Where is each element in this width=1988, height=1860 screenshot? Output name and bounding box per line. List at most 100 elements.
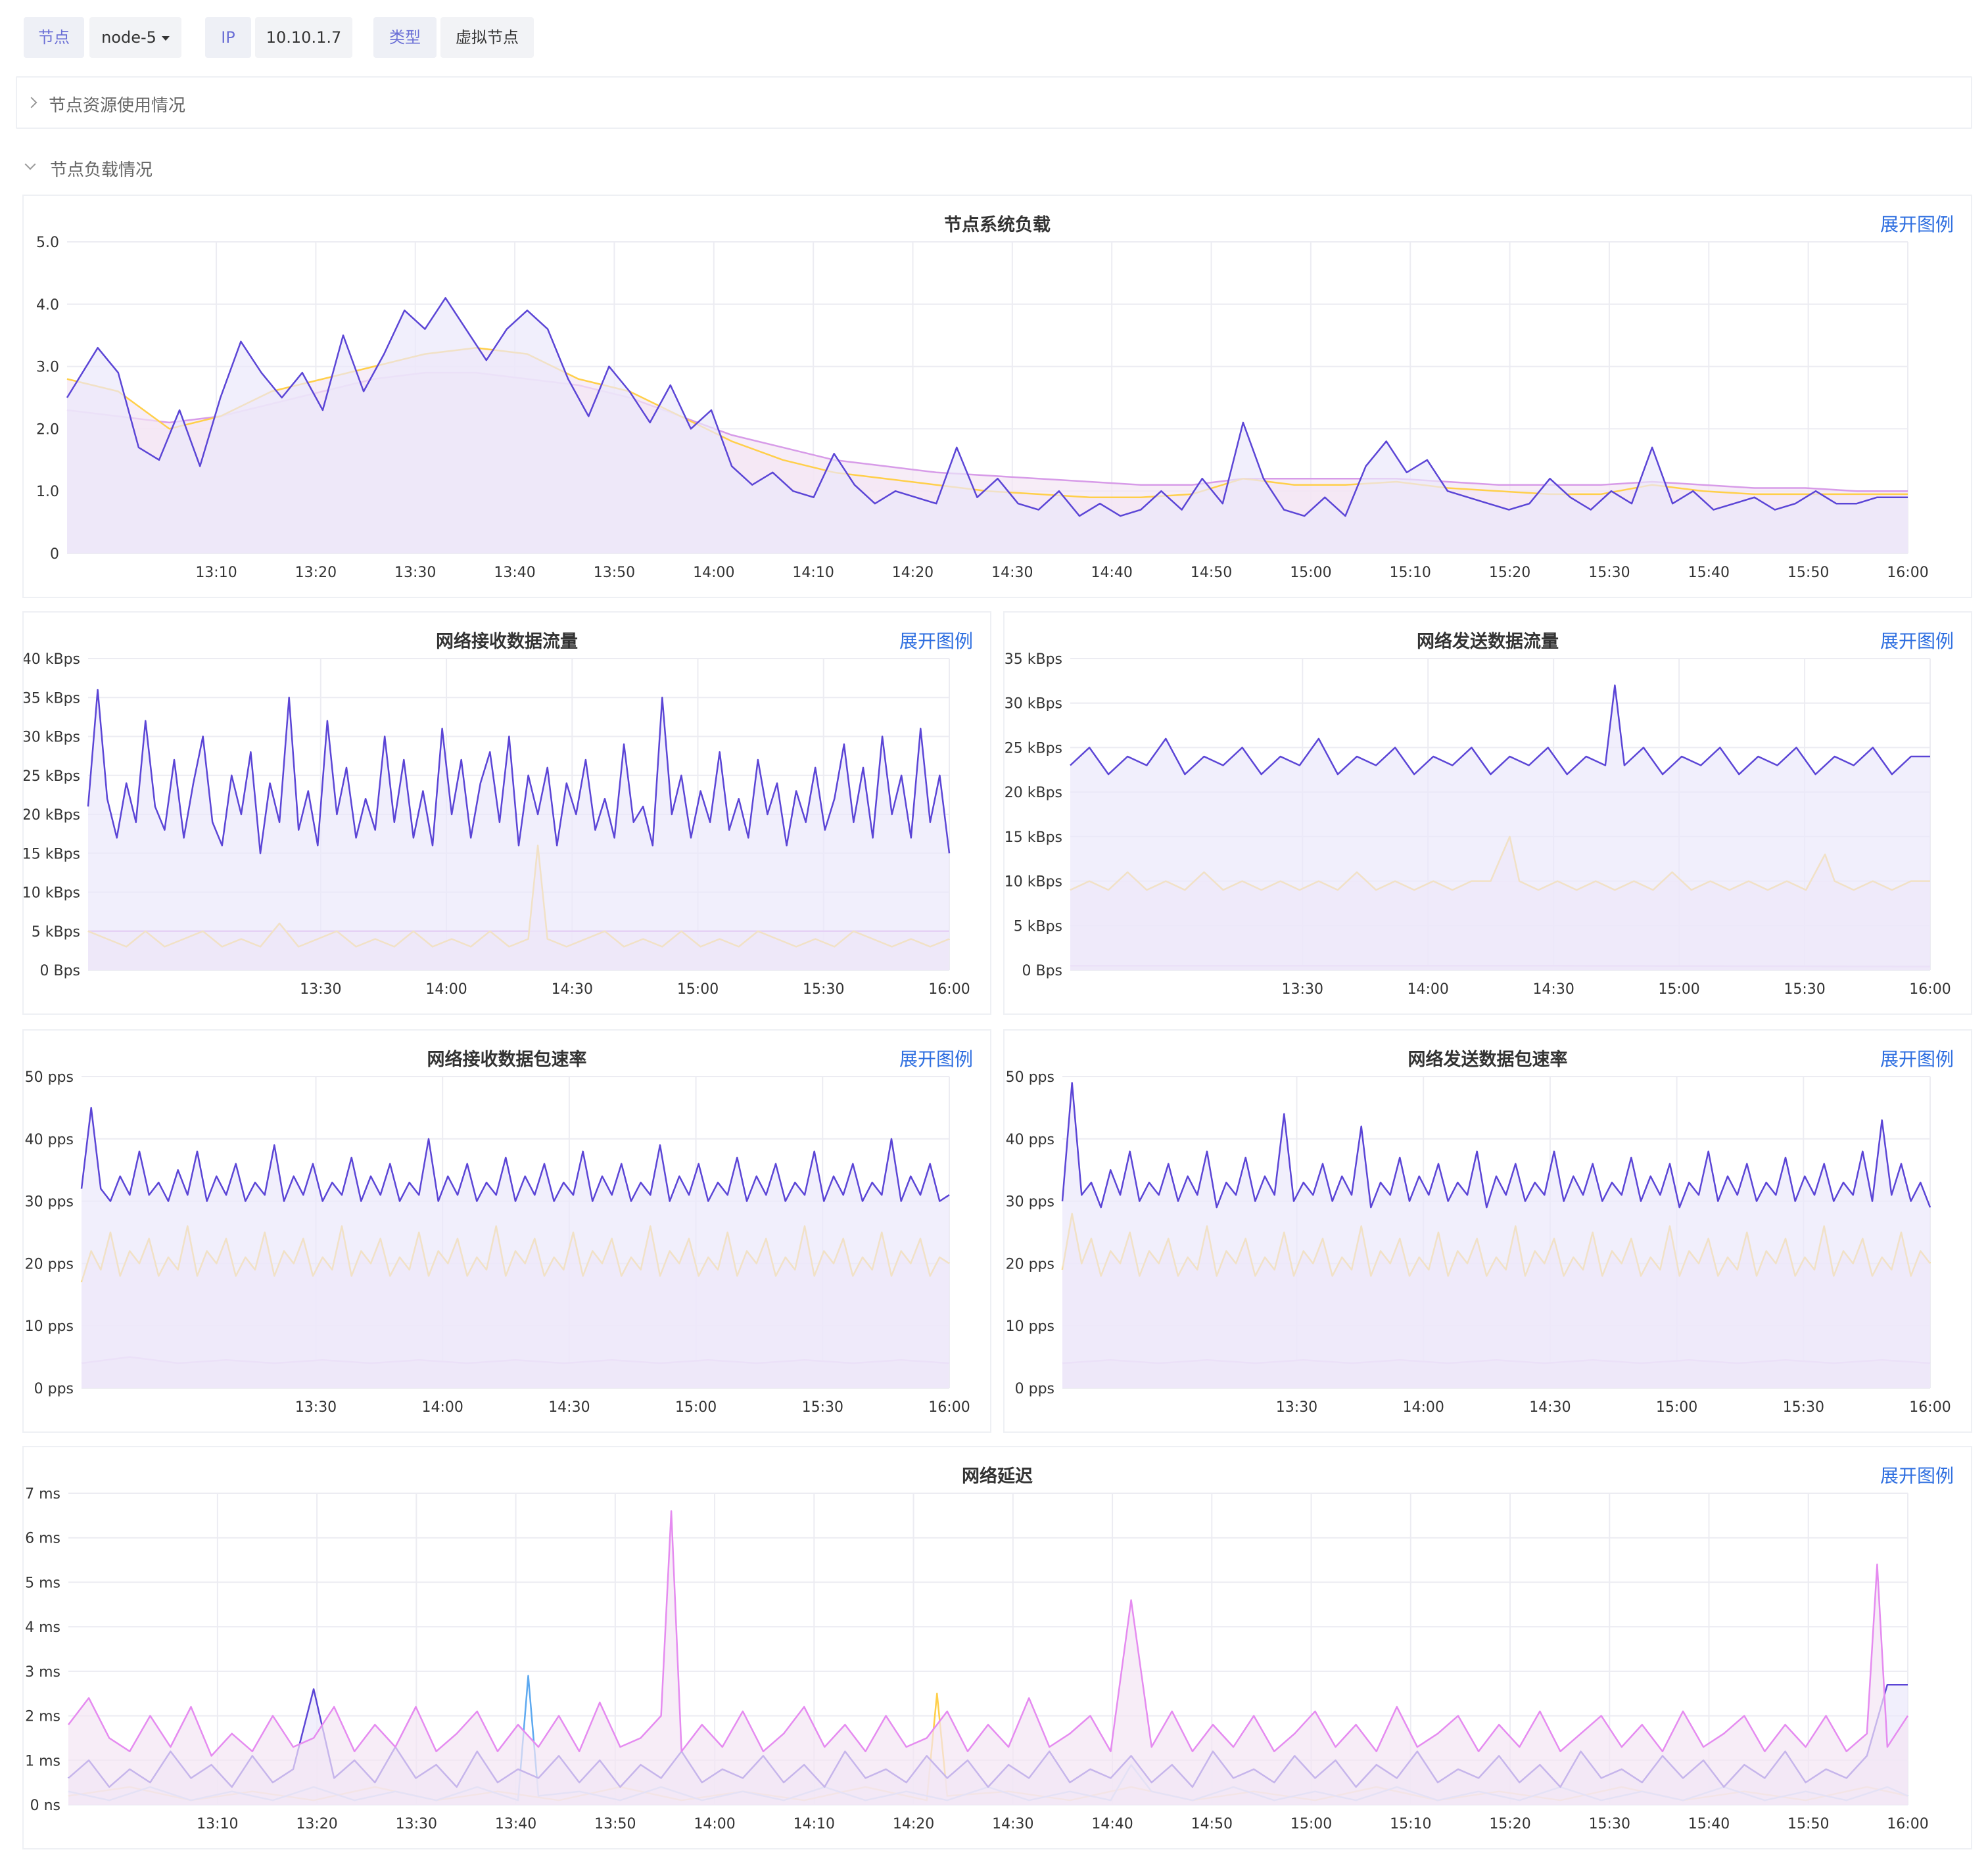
x-tick-label: 15:50 xyxy=(1787,1816,1829,1832)
x-tick-label: 14:30 xyxy=(1529,1399,1571,1416)
x-tick-label: 14:00 xyxy=(1402,1399,1444,1416)
y-tick-label: 5 ms xyxy=(25,1575,60,1591)
row-load-status-title: 节点负载情况 xyxy=(50,160,153,180)
x-tick-label: 13:30 xyxy=(295,1399,337,1416)
series-line xyxy=(1070,684,1930,776)
net-rx-bytes-chart: 0 Bps 5 kBps 10 kBps 15 kBps 20 kBps 25 kBps 3… xyxy=(24,651,970,998)
caret-down-icon xyxy=(161,35,170,41)
x-tick-label: 15:30 xyxy=(803,981,844,998)
x-tick-label: 16:00 xyxy=(1887,565,1928,581)
panel-title: 网络接收数据流量 xyxy=(436,632,578,652)
expand-legend-link[interactable]: 展开图例 xyxy=(1880,1465,1954,1487)
row-resource-usage[interactable]: 节点资源使用情况 xyxy=(16,76,1972,129)
net-tx-bytes-chart: 0 Bps 5 kBps 10 kBps 15 kBps 20 kBps 25 kBps 3… xyxy=(1005,651,1951,998)
y-tick-label: 0 ns xyxy=(30,1798,60,1814)
x-tick-label: 16:00 xyxy=(928,981,970,998)
expand-legend-link[interactable]: 展开图例 xyxy=(1880,1048,1954,1070)
node-select[interactable]: node-5 xyxy=(89,17,181,58)
chevron-down-icon xyxy=(24,158,36,170)
x-tick-label: 15:00 xyxy=(677,981,719,998)
row-load-status[interactable]: 节点负载情况 xyxy=(16,152,279,183)
y-tick-label: 4.0 xyxy=(36,297,59,314)
series-area xyxy=(88,689,949,970)
y-tick-label: 20 kBps xyxy=(24,807,80,824)
y-tick-label: 10 kBps xyxy=(24,885,80,902)
x-tick-label: 13:50 xyxy=(594,1816,636,1832)
expand-legend-link[interactable]: 展开图例 xyxy=(1880,214,1954,235)
y-tick-label: 10 kBps xyxy=(1005,874,1062,891)
series-line xyxy=(80,1107,950,1202)
y-tick-label: 5 kBps xyxy=(1014,918,1062,935)
panel-title: 网络延迟 xyxy=(962,1466,1033,1487)
series-line xyxy=(68,1510,1909,1757)
series-area xyxy=(1070,685,1930,970)
net-tx-bytes-panel: 网络发送数据流量 展开图例 0 Bps 5 kBps 10 kBps 15 kBps 2… xyxy=(1003,611,1972,1015)
y-tick-label: 1 ms xyxy=(25,1753,60,1769)
x-tick-label: 15:30 xyxy=(1783,1399,1824,1416)
x-tick-label: 14:20 xyxy=(892,565,934,581)
y-tick-label: 35 kBps xyxy=(24,690,80,707)
x-tick-label: 15:40 xyxy=(1688,565,1730,581)
y-tick-label: 1.0 xyxy=(36,484,59,500)
x-tick-label: 14:00 xyxy=(425,981,467,998)
y-tick-label: 2 ms xyxy=(25,1709,60,1725)
y-tick-label: 0 Bps xyxy=(39,963,80,979)
y-tick-label: 0 pps xyxy=(1015,1381,1054,1397)
node-select-value: node-5 xyxy=(101,28,156,47)
y-tick-label: 5.0 xyxy=(36,235,59,251)
y-tick-label: 15 kBps xyxy=(24,846,80,862)
x-tick-label: 14:00 xyxy=(421,1399,463,1416)
y-tick-label: 2.0 xyxy=(36,421,59,438)
y-tick-label: 10 pps xyxy=(25,1318,74,1335)
x-tick-label: 16:00 xyxy=(1887,1816,1928,1832)
x-tick-label: 13:50 xyxy=(594,565,635,581)
expand-legend-link[interactable]: 展开图例 xyxy=(899,1048,973,1070)
y-tick-label: 15 kBps xyxy=(1005,829,1062,846)
series-line xyxy=(1061,1082,1931,1209)
y-tick-label: 50 pps xyxy=(25,1069,74,1086)
x-tick-label: 15:00 xyxy=(675,1399,717,1416)
x-tick-label: 15:10 xyxy=(1390,1816,1431,1832)
y-tick-label: 0 Bps xyxy=(1022,963,1062,979)
panel-title: 网络接收数据包速率 xyxy=(427,1050,587,1070)
x-tick-label: 14:50 xyxy=(1191,1816,1233,1832)
panel-title: 网络发送数据流量 xyxy=(1417,632,1559,652)
y-tick-label: 25 kBps xyxy=(1005,740,1062,756)
y-tick-label: 6 ms xyxy=(25,1531,60,1547)
x-tick-label: 15:00 xyxy=(1290,1816,1332,1832)
y-tick-label: 20 pps xyxy=(1006,1256,1054,1272)
x-tick-label: 15:30 xyxy=(802,1399,843,1416)
x-tick-label: 14:00 xyxy=(694,1816,735,1832)
x-tick-label: 15:20 xyxy=(1489,565,1530,581)
series-area xyxy=(82,1107,949,1388)
y-tick-label: 50 pps xyxy=(1006,1069,1054,1086)
series-line xyxy=(66,297,1908,517)
y-tick-label: 3 ms xyxy=(25,1664,60,1681)
row-resource-usage-title: 节点资源使用情况 xyxy=(49,96,186,116)
x-tick-label: 13:30 xyxy=(394,565,436,581)
expand-legend-link[interactable]: 展开图例 xyxy=(899,630,973,652)
x-tick-label: 14:20 xyxy=(893,1816,934,1832)
x-tick-label: 15:00 xyxy=(1658,981,1699,998)
y-tick-label: 30 kBps xyxy=(24,730,80,746)
x-tick-label: 13:10 xyxy=(195,565,237,581)
type-value: 虚拟节点 xyxy=(440,17,534,58)
x-tick-label: 14:00 xyxy=(1408,981,1449,998)
system-load-chart: 0 1.0 2.0 3.0 4.0 5.0 13:10 13:20 13:30 13:40 13:5… xyxy=(36,235,1929,581)
y-tick-label: 25 kBps xyxy=(24,768,80,785)
x-tick-label: 15:50 xyxy=(1787,565,1829,581)
y-tick-label: 30 pps xyxy=(25,1194,74,1211)
series-area xyxy=(67,298,1908,553)
x-tick-label: 14:30 xyxy=(1532,981,1574,998)
y-tick-label: 40 pps xyxy=(1006,1132,1054,1148)
x-tick-label: 15:20 xyxy=(1489,1816,1530,1832)
x-tick-label: 14:30 xyxy=(548,1399,590,1416)
net-tx-pps-panel: 网络发送数据包速率 展开图例 0 pps 10 pps 20 pps 30 pps 40… xyxy=(1003,1029,1972,1433)
x-tick-label: 16:00 xyxy=(1909,981,1951,998)
y-tick-label: 5 kBps xyxy=(32,924,80,941)
x-tick-label: 14:30 xyxy=(552,981,593,998)
x-tick-label: 15:00 xyxy=(1290,565,1331,581)
expand-legend-link[interactable]: 展开图例 xyxy=(1880,630,1954,652)
y-tick-label: 4 ms xyxy=(25,1619,60,1636)
net-rx-pps-panel: 网络接收数据包速率 展开图例 0 pps 10 pps 20 pps 30 pps 40… xyxy=(22,1029,991,1433)
